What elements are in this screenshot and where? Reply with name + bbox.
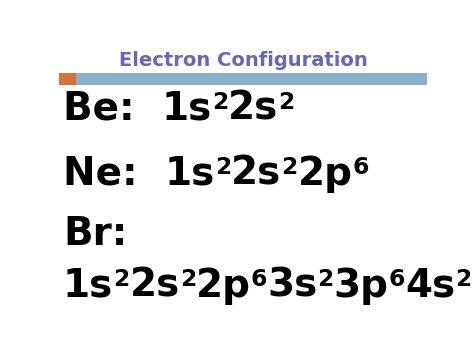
Text: 2: 2 xyxy=(215,156,231,179)
Text: Be:: Be: xyxy=(63,89,162,127)
Text: Electron Configuration: Electron Configuration xyxy=(118,51,367,70)
Text: 6: 6 xyxy=(251,268,267,291)
Text: 3p: 3p xyxy=(334,267,389,305)
Text: 2s: 2s xyxy=(231,155,281,193)
Text: 2: 2 xyxy=(278,91,294,114)
Text: 6: 6 xyxy=(353,156,369,179)
Text: 2s: 2s xyxy=(129,267,180,305)
Text: 4s: 4s xyxy=(405,267,456,305)
Text: 2: 2 xyxy=(212,91,228,114)
Text: 2: 2 xyxy=(180,268,196,291)
Text: 1s: 1s xyxy=(164,155,215,193)
Text: 2s: 2s xyxy=(228,89,278,127)
Text: 2p: 2p xyxy=(196,267,251,305)
Text: 2: 2 xyxy=(113,268,129,291)
Text: 2: 2 xyxy=(318,268,334,291)
Text: 2: 2 xyxy=(281,156,298,179)
Text: Br:: Br: xyxy=(63,215,128,253)
Bar xyxy=(59,73,76,85)
Bar xyxy=(76,73,427,85)
Text: 1s: 1s xyxy=(162,89,212,127)
Text: 6: 6 xyxy=(389,268,405,291)
Text: Ne:: Ne: xyxy=(63,155,164,193)
Text: 2: 2 xyxy=(456,268,472,291)
Text: 2p: 2p xyxy=(298,155,353,193)
Text: 3d: 3d xyxy=(472,267,474,305)
Text: 1s: 1s xyxy=(63,267,113,305)
Text: 3s: 3s xyxy=(267,267,318,305)
